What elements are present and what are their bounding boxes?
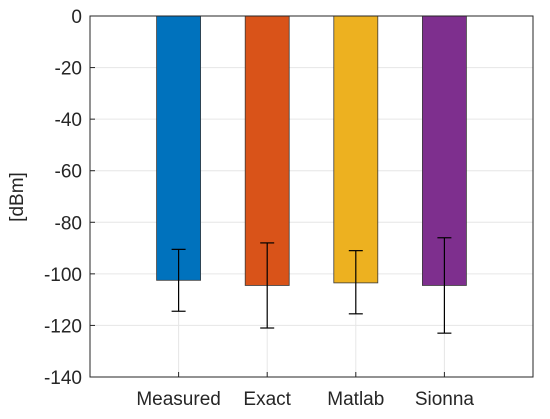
bar-matlab xyxy=(333,15,379,284)
y-axis-label: [dBm] xyxy=(7,172,28,222)
axes-box xyxy=(89,15,534,378)
y-tick-label: -120 xyxy=(44,316,82,337)
bars xyxy=(156,15,467,286)
bar-measured xyxy=(156,15,202,281)
x-tick-label-matlab: Matlab xyxy=(327,389,384,410)
x-tick-label-measured: Measured xyxy=(136,389,221,410)
error-bars xyxy=(171,237,452,334)
y-tick-label: -40 xyxy=(55,110,82,131)
x-tick-label-exact: Exact xyxy=(243,389,291,410)
x-tick-label-sionna: Sionna xyxy=(415,389,475,410)
x-axis-ticks: Measured Exact Matlab Sionna xyxy=(136,372,474,410)
y-tick-label: -100 xyxy=(44,265,82,286)
y-axis-ticks: 0 -20 -40 -60 -80 -100 -120 -140 xyxy=(44,7,95,389)
bar-exact xyxy=(244,15,290,286)
y-tick-label: -60 xyxy=(55,162,82,183)
y-tick-label: -80 xyxy=(55,213,82,234)
y-tick-label: -20 xyxy=(55,59,82,80)
y-tick-label: -140 xyxy=(44,368,82,389)
y-tick-label: 0 xyxy=(71,7,82,28)
